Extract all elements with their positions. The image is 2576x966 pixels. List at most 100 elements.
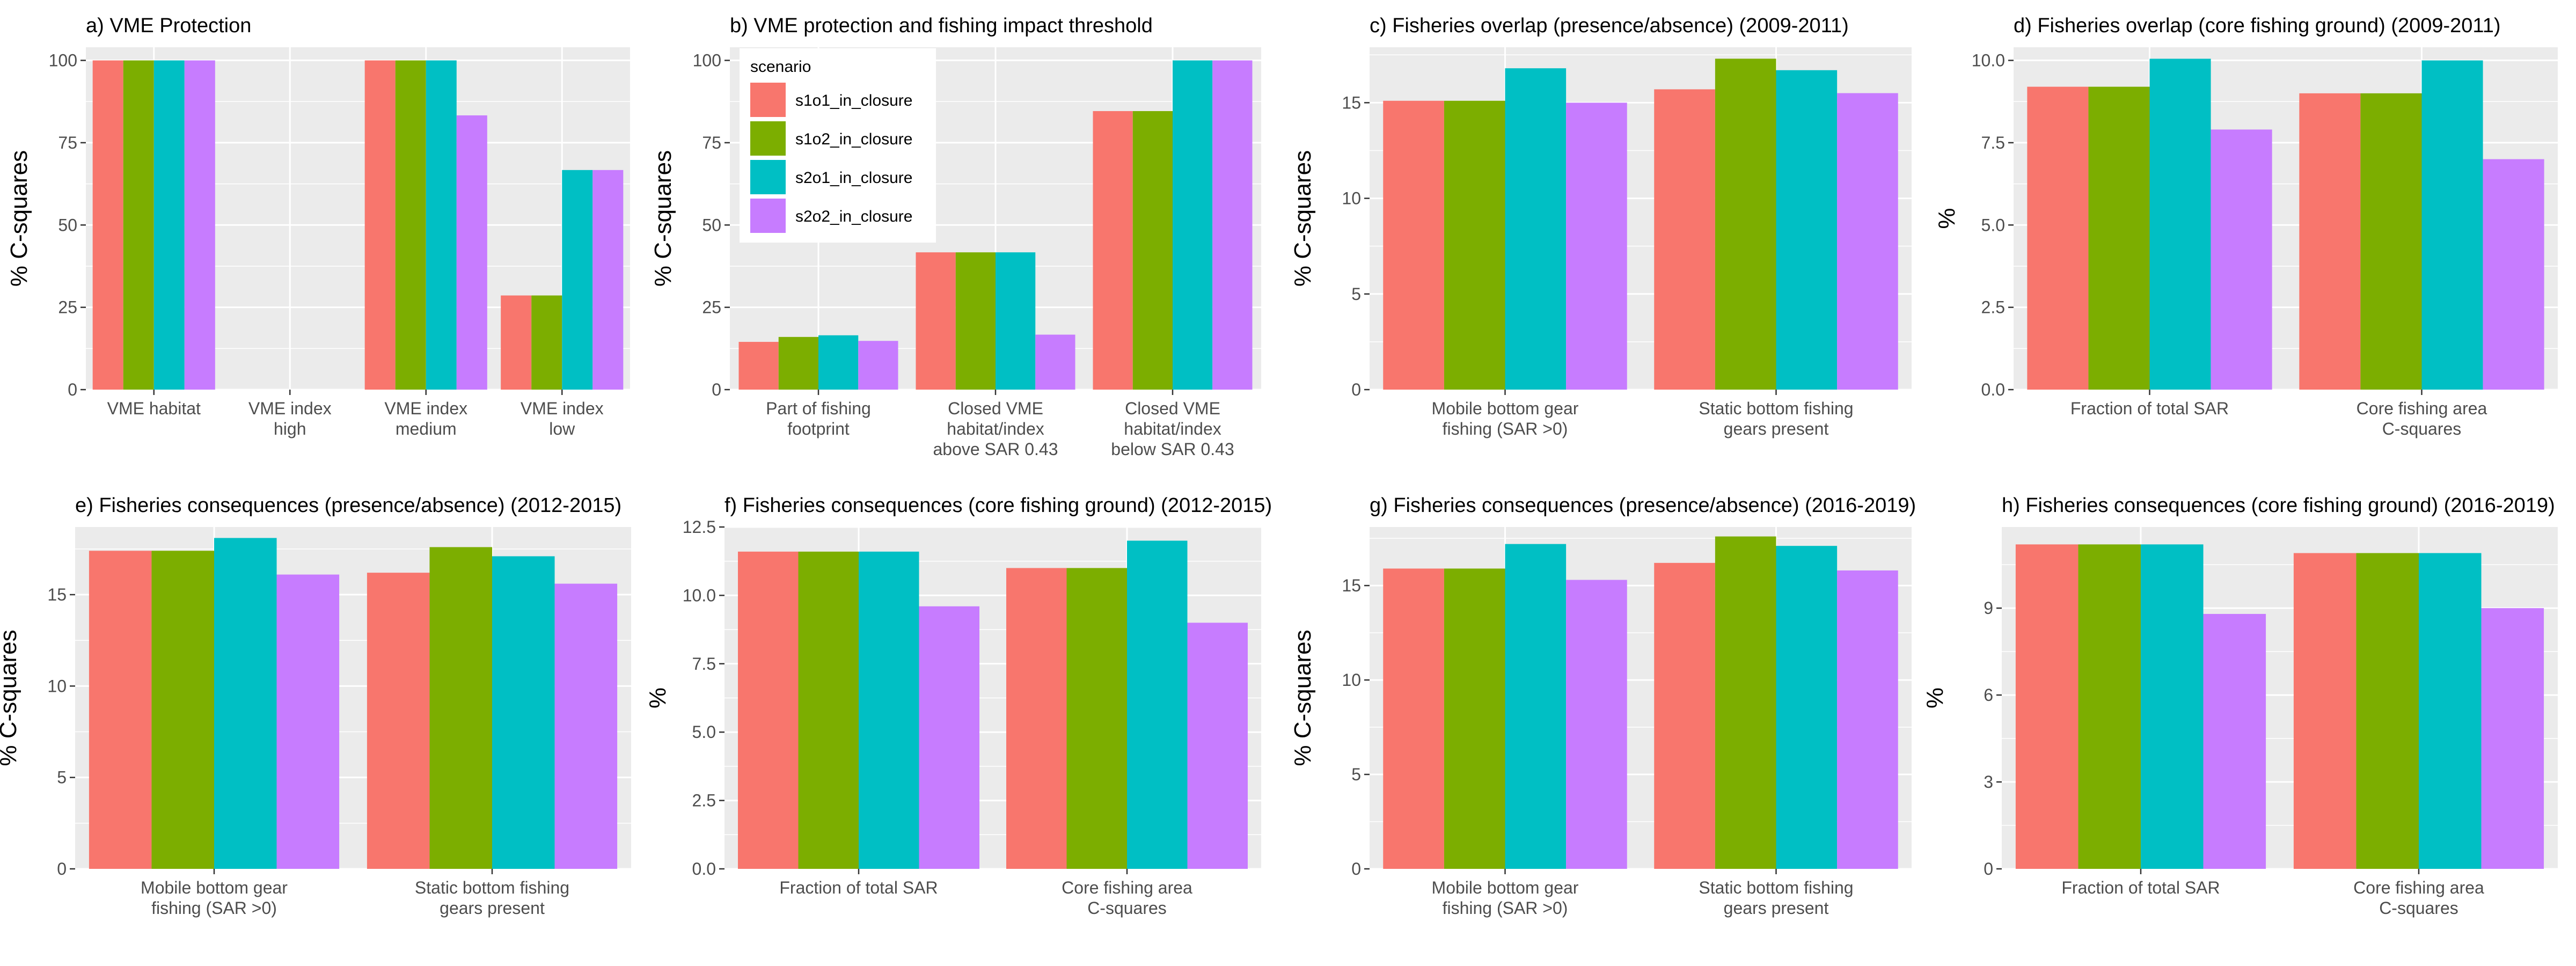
x-tick-line: Mobile bottom gear	[141, 878, 288, 897]
y-tick-label: 100	[49, 51, 77, 70]
bar-s1o1_in_closure	[92, 60, 123, 390]
bar-s2o2_in_closure	[2211, 129, 2272, 390]
bar-s1o2_in_closure	[151, 551, 214, 869]
bar-s2o2_in_closure	[1837, 93, 1898, 390]
legend-title: scenario	[750, 58, 811, 76]
y-tick-label: 75	[58, 133, 77, 152]
x-tick-line: Mobile bottom gear	[1432, 399, 1579, 418]
y-tick-label: 5	[57, 768, 67, 787]
y-tick-label: 10.0	[1972, 51, 2005, 70]
bar-s2o1_in_closure	[1505, 68, 1567, 390]
bar-s2o2_in_closure	[1837, 570, 1898, 869]
bar-s2o1_in_closure	[1173, 60, 1213, 390]
bar-s1o1_in_closure	[2299, 93, 2361, 390]
bar-s1o2_in_closure	[2088, 86, 2150, 390]
panel-title: c) Fisheries overlap (presence/absence) …	[1370, 14, 1849, 37]
panel-title: g) Fisheries consequences (presence/abse…	[1370, 494, 1916, 517]
y-tick-label: 0	[57, 859, 67, 879]
bar-s1o1_in_closure	[2015, 544, 2079, 869]
x-tick-label: VME index low	[521, 399, 604, 438]
x-tick-line: Fraction of total SAR	[779, 878, 938, 897]
x-tick-line: Core fishing area	[2353, 878, 2484, 897]
panel-f: 0.0 2.5 5.0 7.5 10.0 12.5 Fraction of total SA…	[645, 494, 1272, 918]
y-tick-label: 2.5	[1981, 298, 2005, 317]
bar-s1o2_in_closure	[1444, 100, 1505, 390]
y-tick-label: 12.5	[683, 517, 716, 537]
bar-s1o1_in_closure	[916, 252, 956, 390]
bar-s1o2_in_closure	[2360, 93, 2422, 390]
bar-s2o1_in_closure	[2421, 60, 2483, 390]
panel-title: a) VME Protection	[86, 14, 251, 37]
x-tick-label: Part of fishing footprint	[766, 399, 871, 438]
x-tick-label: Fraction of total SAR	[779, 878, 938, 897]
y-tick-label: 15	[1342, 93, 1361, 112]
y-axis-label: % C-squares	[1290, 630, 1316, 766]
bar-s2o2_in_closure	[919, 606, 979, 869]
y-axis-label: % C-squares	[0, 630, 21, 766]
bar-s2o2_in_closure	[1566, 580, 1627, 869]
bar-s1o2_in_closure	[2078, 544, 2141, 869]
panel-g: 0 5 10 15 Mobile bottom gear fishing (SAR >0)…	[1290, 494, 1916, 918]
bar-s2o2_in_closure	[1187, 623, 1248, 869]
x-tick-line: Fraction of total SAR	[2061, 878, 2220, 897]
bar-s2o2_in_closure	[2481, 608, 2544, 869]
x-tick-line: habitat/index	[1124, 419, 1221, 438]
bar-s1o2_in_closure	[1715, 536, 1776, 869]
y-tick-label: 0.0	[1981, 380, 2005, 399]
bar-s1o1_in_closure	[501, 295, 532, 390]
x-tick-line: fishing (SAR >0)	[151, 898, 277, 918]
legend-entry: s2o2_in_closure	[795, 208, 912, 225]
bar-s1o1_in_closure	[364, 60, 396, 390]
bar-s1o2_in_closure	[778, 336, 818, 390]
bar-s1o1_in_closure	[1006, 568, 1067, 869]
x-tick-line: Closed VME	[1125, 399, 1220, 418]
panel-h: 0 3 6 9 Fraction of total SAR Core fishing ar…	[1922, 494, 2558, 918]
y-tick-label: 3	[1984, 772, 1993, 792]
panel-b: 0 25 50 75 100 Part of fishing footprint Closed…	[650, 14, 1261, 459]
x-tick-label: Static bottom fishing gears present	[1699, 878, 1853, 918]
y-tick-label: 7.5	[692, 654, 716, 674]
panel-title: b) VME protection and fishing impact thr…	[730, 14, 1153, 37]
y-tick-label: 50	[58, 215, 77, 235]
panel-d: 0.0 2.5 5.0 7.5 10.0 Fraction of total SAR Cor…	[1934, 14, 2558, 438]
bar-s2o1_in_closure	[1127, 540, 1188, 869]
y-axis-label: % C-squares	[1290, 150, 1316, 287]
x-tick-line: Part of fishing	[766, 399, 871, 418]
x-tick-line: fishing (SAR >0)	[1443, 419, 1568, 438]
y-axis-label: % C-squares	[650, 150, 676, 287]
y-tick-label: 10.0	[683, 586, 716, 605]
x-tick-line: Closed VME	[948, 399, 1043, 418]
x-tick-label: Core fishing area C-squares	[2357, 399, 2487, 438]
bar-s2o2_in_closure	[456, 115, 487, 390]
x-tick-label: Closed VME habitat/index above SAR 0.43	[933, 399, 1058, 459]
y-tick-label: 15	[47, 585, 67, 604]
bar-s1o1_in_closure	[89, 551, 152, 869]
bar-s1o2_in_closure	[1444, 568, 1505, 869]
bar-s1o2_in_closure	[429, 547, 492, 869]
x-tick-line: fishing (SAR >0)	[1443, 898, 1568, 918]
x-tick-line: VME index	[248, 399, 332, 418]
bar-s1o1_in_closure	[2293, 553, 2357, 869]
bar-s2o1_in_closure	[214, 538, 277, 869]
bar-s1o2_in_closure	[955, 252, 996, 390]
y-tick-label: 10	[1342, 189, 1361, 208]
bar-s2o1_in_closure	[1505, 544, 1567, 869]
x-tick-label: VME index high	[248, 399, 332, 438]
x-tick-label: Core fishing area C-squares	[1062, 878, 1192, 918]
x-tick-line: Core fishing area	[1062, 878, 1192, 897]
y-tick-label: 5	[1351, 284, 1361, 304]
bar-s2o2_in_closure	[1212, 60, 1253, 390]
bar-s2o1_in_closure	[2149, 58, 2211, 390]
panel-c: 0 5 10 15 Mobile bottom gear fishing (SAR >0)…	[1290, 14, 1912, 438]
bar-s2o1_in_closure	[1776, 70, 1838, 390]
legend-entry: s1o1_in_closure	[795, 92, 912, 109]
bar-s1o1_in_closure	[367, 573, 430, 869]
x-tick-line: VME index	[384, 399, 467, 418]
y-tick-label: 6	[1984, 685, 1993, 705]
legend-swatch	[750, 121, 786, 156]
y-tick-label: 7.5	[1981, 133, 2005, 152]
legend-entry: s1o2_in_closure	[795, 130, 912, 148]
x-tick-line: C-squares	[2379, 898, 2458, 918]
x-tick-line: medium	[396, 419, 457, 438]
